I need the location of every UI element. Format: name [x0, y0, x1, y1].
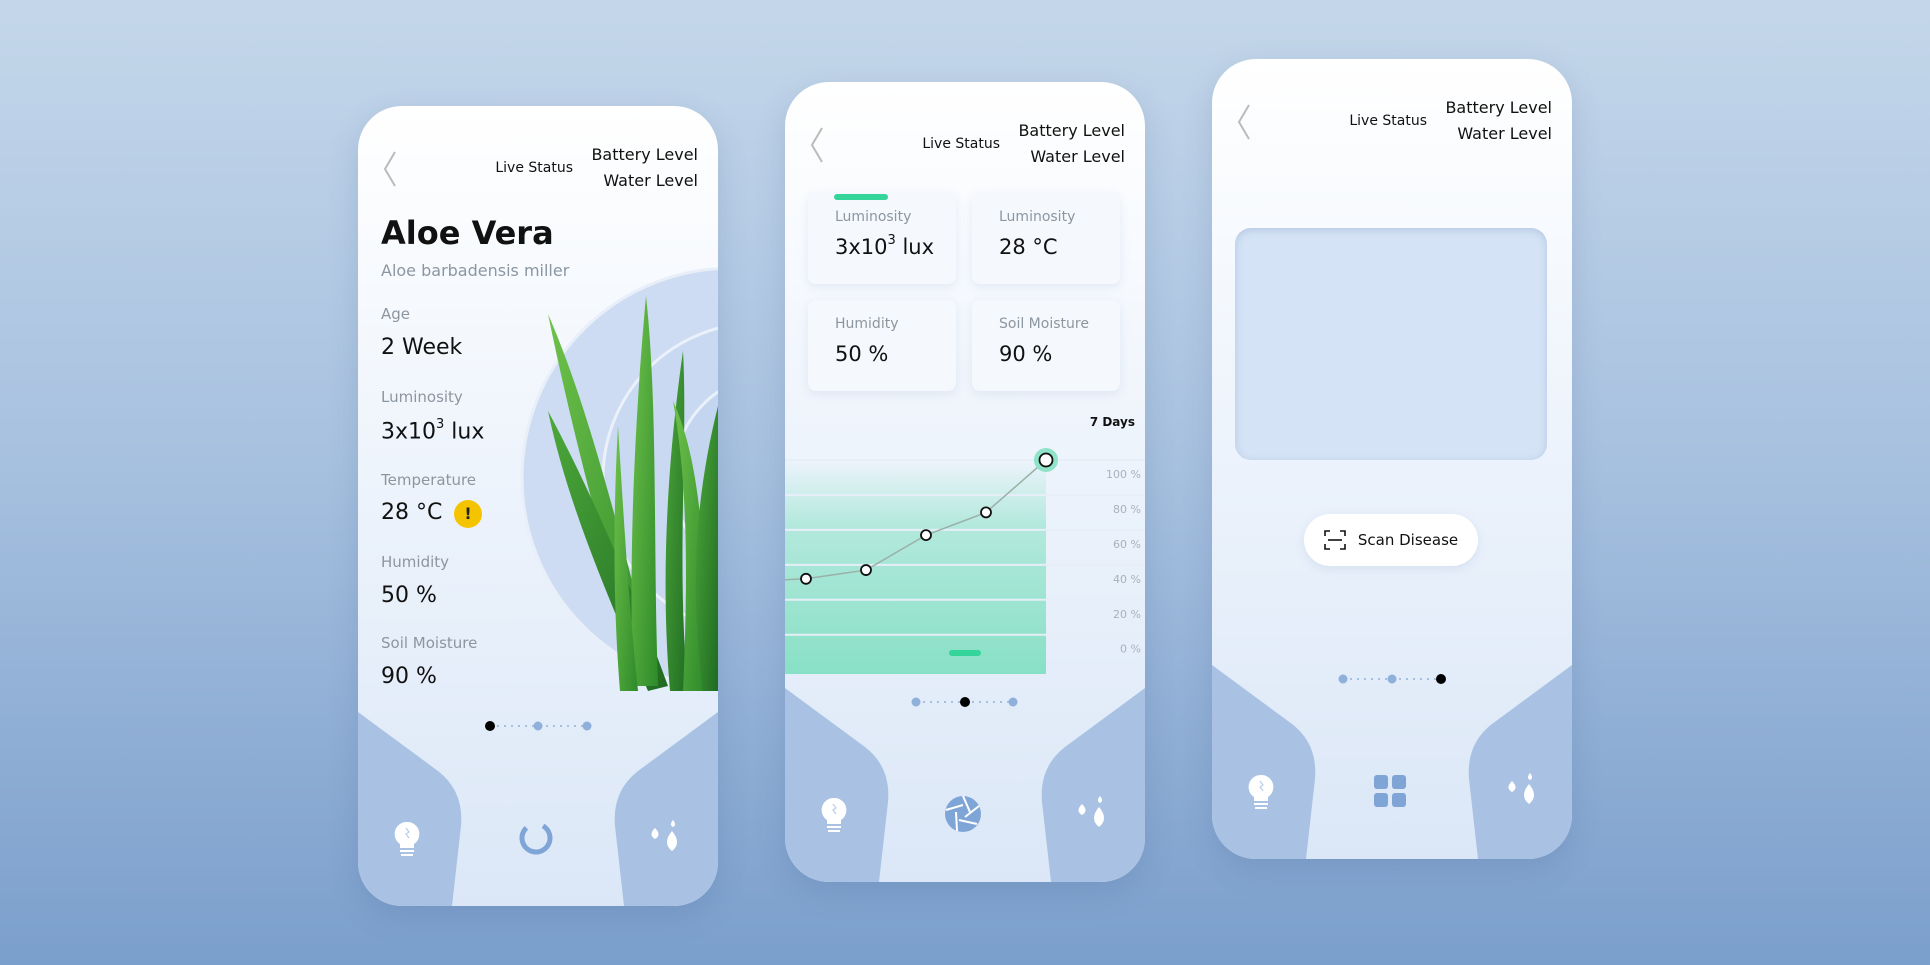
y-tick-label: 40 % — [1113, 573, 1141, 586]
warning-badge-icon[interactable]: ! — [454, 500, 482, 528]
live-status-label[interactable]: Live Status — [495, 160, 573, 176]
page-dot-3 — [1008, 697, 1018, 707]
luminosity-exponent: 3 — [436, 417, 445, 432]
page-dot-1 — [911, 697, 921, 707]
stat-card-luminosity[interactable]: Luminosity 3x103 lux — [808, 193, 956, 284]
camera-shutter-icon[interactable] — [943, 794, 983, 834]
water-level-label[interactable]: Water Level — [1030, 147, 1125, 166]
nav-blob-right — [614, 712, 718, 906]
card-value: 90 % — [999, 342, 1053, 366]
water-drops-icon[interactable] — [645, 818, 685, 858]
card-label: Luminosity — [835, 209, 912, 225]
phone-screen-disease-scan: Live Status Battery Level Water Level Sc… — [1212, 59, 1572, 859]
page-indicator[interactable] — [1212, 671, 1572, 687]
phone-screen-plant-details: Live Status Battery Level Water Level Al… — [358, 106, 718, 906]
page-dot-3 — [1436, 674, 1446, 684]
luminosity-label: Luminosity — [381, 388, 463, 406]
loading-ring-icon[interactable] — [516, 818, 556, 858]
humidity-label: Humidity — [381, 553, 450, 571]
y-tick-label: 20 % — [1113, 608, 1141, 621]
chart-fill-area — [785, 460, 1046, 674]
nav-background — [1212, 665, 1572, 859]
luminosity-unit: lux — [444, 419, 485, 445]
nav-blob-left — [358, 712, 462, 906]
page-dot-2 — [1387, 674, 1397, 684]
live-status-label[interactable]: Live Status — [1349, 113, 1427, 129]
humidity-value: 50 % — [381, 583, 437, 608]
decorative-circles — [358, 266, 718, 906]
page-dot-1 — [485, 721, 495, 731]
back-chevron-icon[interactable] — [809, 126, 825, 164]
back-chevron-icon[interactable] — [382, 150, 398, 188]
y-tick-label: 0 % — [1120, 643, 1141, 656]
water-drops-icon[interactable] — [1502, 771, 1542, 811]
card-value: 50 % — [835, 342, 889, 366]
scan-icon — [1324, 530, 1346, 550]
page-dot-2 — [533, 721, 543, 731]
card-value: 3x103 lux — [835, 233, 935, 259]
scan-disease-button[interactable]: Scan Disease — [1304, 514, 1478, 566]
water-level-label[interactable]: Water Level — [603, 171, 698, 190]
chart-point[interactable] — [860, 564, 872, 576]
y-tick-label: 80 % — [1113, 503, 1141, 516]
phone-screen-statistics: 100 % 80 % 60 % 40 % 20 % 0 % Live Status Bat… — [785, 82, 1145, 882]
luminosity-exponent: 3 — [887, 233, 896, 248]
chart-scroll-handle[interactable] — [949, 650, 981, 656]
soil-moisture-value: 90 % — [381, 664, 437, 689]
bulb-icon[interactable] — [387, 818, 427, 858]
page-dot-2 — [960, 697, 970, 707]
nav-blob-right — [1041, 688, 1145, 882]
luminosity-unit: lux — [895, 235, 935, 259]
scientific-name: Aloe barbadensis miller — [381, 261, 570, 280]
chart-point[interactable] — [920, 529, 932, 542]
battery-level-label[interactable]: Battery Level — [1018, 121, 1125, 140]
bulb-icon[interactable] — [1241, 771, 1281, 811]
chart-point[interactable] — [1038, 452, 1054, 468]
temperature-label: Temperature — [381, 471, 477, 489]
page-indicator[interactable] — [785, 694, 1145, 710]
age-value: 2 Week — [381, 335, 463, 360]
y-tick-label: 60 % — [1113, 538, 1141, 551]
battery-level-label[interactable]: Battery Level — [591, 145, 698, 164]
grid-icon[interactable] — [1370, 771, 1410, 811]
page-indicator[interactable] — [358, 718, 718, 734]
card-label: Luminosity — [999, 209, 1076, 225]
stat-card-soil-moisture[interactable]: Soil Moisture 90 % — [972, 300, 1120, 391]
active-card-indicator — [834, 194, 888, 200]
nav-blob-left — [1212, 665, 1316, 859]
luminosity-value: 3x103 lux — [381, 417, 485, 445]
plant-name: Aloe Vera — [381, 214, 554, 252]
camera-preview[interactable] — [1235, 228, 1547, 460]
temperature-value: 28 °C — [381, 500, 443, 525]
back-chevron-icon[interactable] — [1236, 103, 1252, 141]
stat-card-temperature[interactable]: Luminosity 28 °C — [972, 193, 1120, 284]
battery-level-label[interactable]: Battery Level — [1445, 98, 1552, 117]
bulb-icon[interactable] — [814, 794, 854, 834]
y-tick-label: 100 % — [1106, 468, 1141, 481]
water-drops-icon[interactable] — [1072, 794, 1112, 834]
card-label: Soil Moisture — [999, 316, 1089, 332]
aloe-plant-image — [548, 296, 718, 691]
soil-moisture-label: Soil Moisture — [381, 634, 478, 652]
water-level-label[interactable]: Water Level — [1457, 124, 1552, 143]
luminosity-base: 3x10 — [381, 419, 437, 445]
card-value: 28 °C — [999, 235, 1058, 259]
page-dot-1 — [1338, 674, 1348, 684]
chart-area: 100 % 80 % 60 % 40 % 20 % 0 % — [785, 448, 1145, 882]
chart-point[interactable] — [800, 572, 812, 585]
stat-card-humidity[interactable]: Humidity 50 % — [808, 300, 956, 391]
nav-blob-left — [785, 688, 889, 882]
card-label: Humidity — [835, 316, 899, 332]
chart-point[interactable] — [980, 506, 992, 519]
page-dot-3 — [582, 721, 592, 731]
scan-disease-label: Scan Disease — [1357, 531, 1459, 549]
luminosity-base: 3x10 — [835, 235, 888, 259]
live-status-label[interactable]: Live Status — [922, 136, 1000, 152]
range-selector[interactable]: 7 Days — [1089, 415, 1135, 429]
age-label: Age — [381, 305, 411, 323]
nav-blob-right — [1468, 665, 1572, 859]
